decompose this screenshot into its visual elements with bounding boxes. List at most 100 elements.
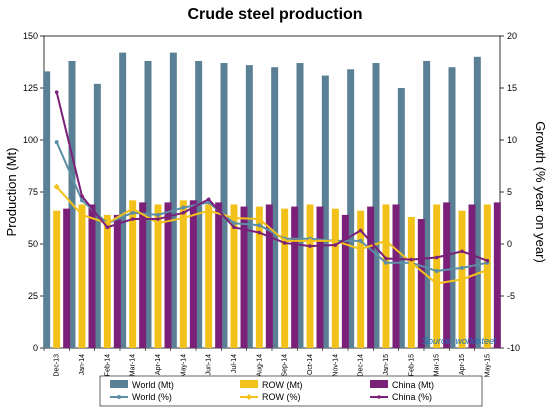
x-tick-label: Feb-14 (104, 354, 111, 376)
bar-row (103, 214, 111, 348)
bar-world (473, 56, 481, 349)
bar-world (423, 60, 431, 349)
point-row (484, 267, 491, 273)
point-china (434, 255, 439, 260)
bar-china (341, 214, 349, 348)
bar-china (417, 219, 425, 348)
bar-row (483, 204, 491, 348)
point-china (358, 228, 363, 233)
point-row (129, 205, 136, 212)
bar-china (63, 208, 71, 348)
point-world (232, 221, 236, 226)
bar-row (306, 204, 314, 348)
y2-tick-label: 5 (507, 187, 512, 197)
point-world (384, 260, 388, 265)
bar-row (255, 206, 263, 348)
point-row (408, 259, 415, 266)
x-tick-label: Dec-14 (358, 354, 365, 377)
bar-china (139, 202, 147, 348)
source-note: Source: worldsteel (422, 336, 497, 346)
bar-world (321, 75, 329, 349)
point-world (434, 269, 439, 274)
point-world (54, 140, 59, 145)
point-world (181, 205, 186, 210)
point-row (246, 394, 252, 400)
bar-china (113, 214, 121, 348)
point-row (433, 280, 440, 287)
point-china (156, 217, 160, 221)
y2-tick-label: -5 (507, 291, 515, 301)
bar-row (205, 204, 213, 348)
y2-axis-title: Growth (% year on year) (533, 121, 548, 263)
bar-row (331, 208, 339, 348)
x-tick-label: May-14 (180, 354, 187, 377)
bar-row (281, 208, 289, 348)
x-tick-label: Jul-14 (231, 354, 238, 373)
bar-world (448, 67, 456, 348)
bar-world (397, 88, 405, 348)
legend-swatch (240, 380, 258, 388)
point-world (358, 238, 363, 243)
bar-row (357, 210, 365, 348)
point-china (181, 211, 186, 215)
bar-china (215, 202, 223, 348)
bar-china (443, 202, 451, 348)
legend-label: ROW (Mt) (262, 380, 303, 390)
point-row (307, 237, 313, 244)
point-row (205, 207, 212, 214)
bar-china (291, 206, 299, 348)
legend-label: China (Mt) (392, 380, 434, 390)
x-tick-label: Sep-14 (282, 354, 289, 377)
x-tick-label: Dec-13 (54, 354, 61, 377)
y2-tick-label: 10 (507, 135, 517, 145)
bar-china (493, 202, 501, 348)
legend-swatch (370, 380, 388, 388)
legend-label: World (%) (132, 392, 172, 402)
point-world (460, 265, 464, 270)
x-tick-label: Apr-14 (155, 354, 162, 375)
y2-tick-label: -10 (507, 343, 520, 353)
line-china (55, 91, 488, 262)
x-tick-label: Mar-14 (130, 354, 137, 376)
x-tick-label: Apr-15 (459, 354, 466, 375)
legend-label: World (Mt) (132, 380, 174, 390)
x-tick-label: Jan-15 (383, 354, 390, 376)
bar-china (88, 204, 96, 348)
point-row (332, 237, 339, 244)
bar-row (129, 200, 137, 348)
point-china (333, 243, 338, 247)
bar-world (372, 63, 380, 348)
y-tick-label: 0 (33, 343, 38, 353)
bar-china (392, 204, 400, 348)
point-china (257, 230, 262, 235)
point-china (105, 225, 110, 230)
bar-world (220, 63, 228, 348)
point-world (130, 210, 135, 215)
point-china (80, 194, 84, 198)
y2-tick-label: 20 (507, 31, 517, 41)
bar-china (316, 206, 324, 348)
y-tick-label: 150 (23, 31, 38, 41)
point-china (308, 244, 312, 248)
bar-world (296, 63, 304, 348)
bar-world (169, 52, 177, 348)
legend-swatch (110, 380, 128, 388)
x-tick-label: Jan-14 (79, 354, 86, 376)
line-row (55, 186, 488, 285)
bar-world (144, 60, 152, 349)
point-china (206, 197, 211, 202)
x-tick-label: Nov-14 (332, 354, 339, 377)
bar-world (119, 52, 127, 348)
point-china (485, 258, 490, 263)
point-china (54, 90, 59, 94)
x-tick-label: Aug-14 (256, 354, 263, 377)
point-world (156, 212, 160, 217)
point-world (257, 223, 262, 228)
chart-title: Crude steel production (187, 6, 363, 23)
point-row (155, 220, 161, 227)
legend-label: ROW (%) (262, 392, 301, 402)
bar-row (433, 204, 441, 348)
bar-row (53, 210, 61, 348)
